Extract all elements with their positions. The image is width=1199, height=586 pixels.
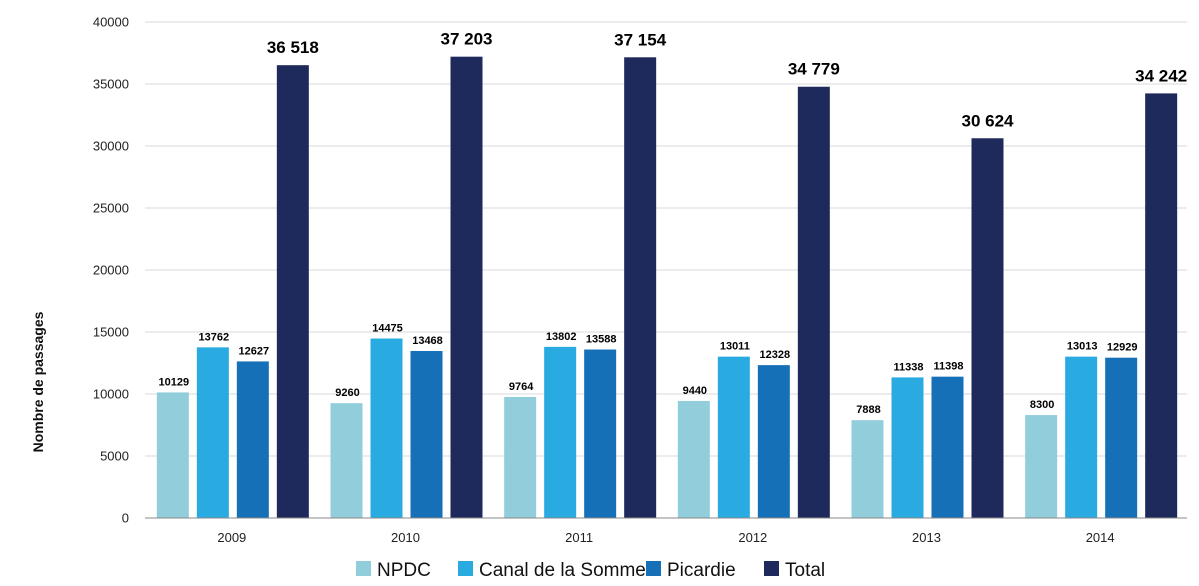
x-tick-label: 2013	[912, 530, 941, 545]
x-tick-label: 2010	[391, 530, 420, 545]
y-axis-ticks: 0 5000 10000 15000 20000 25000 30000 35000 40000	[93, 15, 129, 526]
x-tick-label: 2012	[738, 530, 767, 545]
bar-npdc-2010	[330, 403, 363, 518]
data-label: 9260	[335, 387, 359, 399]
bar-total-2013	[971, 138, 1004, 519]
bar-picardie-2010	[410, 350, 443, 518]
data-label: 13013	[1067, 341, 1098, 353]
legend-swatch	[764, 561, 779, 576]
y-axis-title: Nombre de passages	[30, 311, 46, 452]
bar-canal-de-la-somme-2009	[196, 347, 229, 518]
bar-total-2012	[797, 86, 830, 518]
data-labels: 10129 13762 12627 36 518 9260 14475 13468 37 20…	[159, 30, 1188, 417]
data-label: 13588	[586, 334, 617, 346]
y-tick-label: 30000	[93, 139, 129, 154]
y-tick-label: 15000	[93, 325, 129, 340]
legend-label: Picardie	[667, 560, 736, 581]
data-label: 30 624	[962, 111, 1015, 130]
y-tick-label: 20000	[93, 263, 129, 278]
legend-swatch	[458, 561, 473, 576]
data-label: 37 203	[441, 30, 493, 49]
y-tick-label: 0	[122, 511, 129, 526]
data-label: 9764	[509, 381, 534, 393]
data-label: 34 779	[788, 60, 840, 79]
bar-canal-de-la-somme-2013	[891, 377, 924, 518]
data-label: 11398	[934, 361, 964, 373]
y-tick-label: 25000	[93, 201, 129, 216]
bar-npdc-2012	[677, 400, 710, 518]
data-label: 13802	[546, 331, 577, 343]
bar-npdc-2009	[156, 392, 189, 518]
data-label: 12627	[239, 345, 270, 357]
y-tick-label: 10000	[93, 387, 129, 402]
bars	[156, 56, 1178, 519]
data-label: 11338	[894, 361, 924, 373]
y-tick-label: 40000	[93, 15, 129, 30]
data-label: 9440	[683, 385, 707, 397]
legend-label: Canal de la Somme	[479, 560, 646, 581]
data-label: 13762	[199, 331, 230, 343]
bar-canal-de-la-somme-2014	[1065, 356, 1098, 518]
bar-picardie-2013	[931, 376, 964, 518]
y-tick-label: 35000	[93, 77, 129, 92]
data-label: 7888	[856, 404, 880, 416]
data-label: 8300	[1030, 399, 1054, 411]
legend-swatch	[646, 561, 661, 576]
bar-npdc-2011	[504, 396, 537, 518]
bar-picardie-2012	[757, 365, 790, 518]
legend-label: NPDC	[377, 560, 431, 581]
bar-canal-de-la-somme-2011	[544, 346, 577, 518]
data-label: 12328	[760, 349, 791, 361]
bar-npdc-2014	[1025, 415, 1058, 518]
data-label: 36 518	[267, 38, 319, 57]
bar-picardie-2009	[236, 361, 269, 518]
bar-picardie-2011	[584, 349, 617, 518]
x-tick-label: 2009	[217, 530, 246, 545]
bar-total-2010	[450, 56, 483, 518]
data-label: 12929	[1107, 342, 1138, 354]
bar-total-2009	[276, 65, 309, 518]
bar-total-2014	[1145, 93, 1178, 518]
legend-swatch	[356, 561, 371, 576]
legend-label: Total	[785, 560, 825, 581]
y-tick-label: 5000	[100, 449, 129, 464]
data-label: 13468	[412, 335, 443, 347]
data-label: 37 154	[614, 30, 667, 49]
x-tick-label: 2014	[1086, 530, 1115, 545]
bar-total-2011	[624, 57, 657, 518]
x-axis-ticks: 2009 2010 2011 2012 2013 2014	[217, 530, 1114, 545]
legend: NPDC Canal de la Somme Picardie Total	[356, 560, 825, 581]
bar-npdc-2013	[851, 420, 884, 518]
bar-canal-de-la-somme-2010	[370, 338, 403, 518]
x-tick-label: 2011	[565, 530, 593, 545]
data-label: 13011	[720, 341, 750, 353]
bar-picardie-2014	[1105, 357, 1138, 518]
bar-canal-de-la-somme-2012	[717, 356, 750, 518]
data-label: 14475	[372, 323, 403, 335]
data-label: 34 242	[1135, 66, 1187, 85]
data-label: 10129	[159, 376, 190, 388]
gridlines	[145, 21, 1187, 457]
